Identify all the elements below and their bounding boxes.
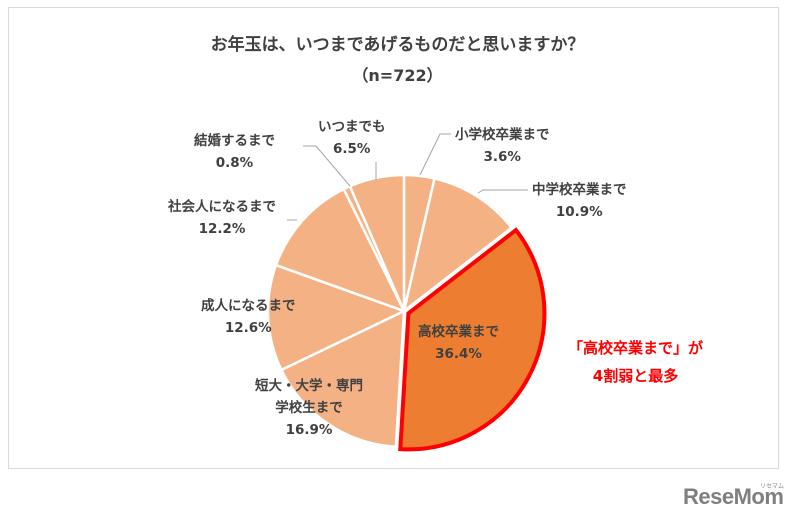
- leader-line-chugakko: [477, 189, 528, 194]
- label-value: 6.5%: [333, 141, 371, 157]
- label-daigaku: 短大・大学・専門 学校生まで 16.9%: [255, 375, 363, 441]
- label-value: 12.2%: [198, 221, 246, 237]
- leader-line-shogakko: [419, 133, 451, 176]
- pie-slice: [266, 263, 408, 372]
- label-name: 高校卒業まで: [418, 324, 499, 340]
- pie-slice: [401, 176, 514, 315]
- label-shogakko: 小学校卒業まで 3.6%: [455, 124, 550, 168]
- label-seijin: 成人になるまで 12.6%: [201, 295, 296, 339]
- label-value: 36.4%: [435, 346, 482, 362]
- sample-size: （n=722）: [352, 66, 443, 85]
- label-value: 10.9%: [555, 204, 603, 220]
- leader-line-kekkon: [303, 145, 351, 187]
- label-name-line2: 学校生まで: [275, 400, 343, 416]
- pie-slice: [274, 187, 407, 314]
- callout-line1: 「高校卒業まで」が: [568, 339, 704, 357]
- label-shakaijin: 社会人になるまで 12.2%: [168, 196, 276, 240]
- chart-title: お年玉は、いつまであげるものだと思いますか？: [210, 35, 585, 55]
- pie-slice: [279, 308, 406, 449]
- label-name: 社会人になるまで: [168, 199, 276, 215]
- label-value: 12.6%: [224, 320, 272, 336]
- label-koko: 高校卒業まで 36.4%: [418, 321, 499, 365]
- label-chugakko: 中学校卒業まで 10.9%: [532, 179, 627, 223]
- label-name: いつまでも: [318, 119, 386, 135]
- callout-line2: 4割弱と最多: [592, 367, 679, 385]
- highlight-callout: 「高校卒業まで」が 4割弱と最多: [568, 334, 703, 390]
- resemom-logo: ReseMom: [683, 484, 784, 509]
- label-name: 成人になるまで: [201, 298, 296, 314]
- label-name: 結婚するまで: [194, 133, 275, 149]
- label-itsumademo: いつまでも 6.5%: [318, 116, 386, 160]
- label-value: 16.9%: [285, 422, 333, 438]
- highlight-slice-border: [398, 227, 547, 452]
- label-value: 3.6%: [483, 149, 521, 165]
- label-name: 中学校卒業まで: [532, 182, 627, 198]
- logo-ruby: リセマム: [760, 483, 785, 490]
- label-value: 0.8%: [215, 155, 254, 171]
- label-name-line1: 短大・大学・専門: [255, 378, 363, 394]
- label-kekkon: 結婚するまで 0.8%: [194, 130, 275, 174]
- label-name: 小学校卒業まで: [455, 127, 550, 143]
